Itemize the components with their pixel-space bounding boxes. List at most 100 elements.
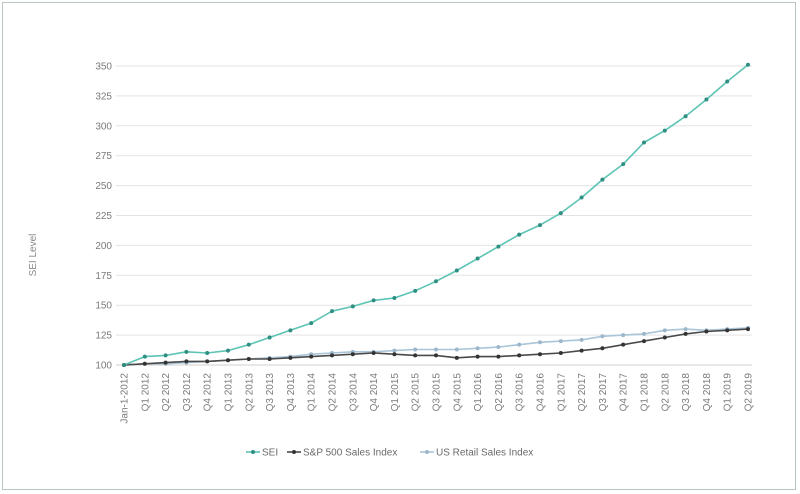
series-line-2 (123, 327, 749, 366)
y-tick-label: 325 (95, 91, 112, 102)
x-tick-label: Q3 2015 (432, 373, 443, 412)
x-tick-label: Q1 2018 (640, 373, 651, 412)
data-point (746, 62, 750, 67)
x-tick-label: Q2 2014 (328, 373, 339, 412)
y-tick-label: 350 (95, 62, 112, 73)
x-tick-label: Q2 2019 (744, 373, 755, 412)
x-tick-label: Q1 2019 (723, 373, 734, 412)
data-point (330, 353, 334, 358)
legend-label: US Retail Sales Index (436, 448, 533, 459)
legend-label: S&P 500 Sales Index (303, 448, 397, 459)
data-point (454, 347, 459, 352)
data-point (142, 361, 147, 366)
data-point (205, 359, 210, 364)
y-tick-label: 200 (95, 241, 112, 252)
data-point (288, 328, 293, 333)
x-tick-label: Q1 2013 (224, 373, 235, 412)
y-axis-label: SEI Level (28, 234, 39, 277)
y-tick-label: 175 (95, 271, 112, 282)
data-point (309, 354, 314, 359)
legend-swatch-marker (251, 450, 255, 454)
data-point (122, 363, 126, 367)
data-point (413, 347, 418, 352)
data-point (517, 342, 522, 347)
series-line-0 (123, 64, 749, 366)
data-point (434, 353, 438, 358)
y-tick-label: 300 (95, 121, 112, 132)
data-point (642, 339, 646, 344)
data-point (683, 327, 688, 332)
data-point (288, 355, 293, 360)
x-tick-label: Q4 2014 (369, 373, 380, 412)
data-point (309, 321, 314, 326)
data-point (330, 309, 334, 314)
data-point (454, 268, 459, 273)
data-point (600, 334, 605, 339)
data-point (662, 328, 667, 333)
data-point (163, 353, 168, 358)
data-point (350, 352, 355, 357)
x-tick-label: Q2 2017 (577, 373, 588, 412)
x-tick-label: Q1 2016 (473, 373, 484, 412)
y-tick-label: 250 (95, 181, 112, 192)
x-tick-label: Q4 2017 (619, 373, 630, 412)
x-tick-label: Q4 2016 (536, 373, 547, 412)
data-point (621, 342, 626, 347)
y-tick-label: 100 (95, 361, 112, 372)
data-point (142, 354, 147, 359)
data-point (746, 327, 750, 332)
data-point (226, 348, 230, 353)
data-point (517, 353, 522, 358)
data-point (434, 279, 438, 284)
data-point (704, 329, 709, 334)
data-point (725, 79, 730, 84)
x-tick-label: Q2 2012 (161, 373, 172, 412)
data-point (621, 333, 626, 338)
data-point (371, 298, 376, 303)
data-point (579, 337, 584, 342)
data-point (392, 348, 397, 353)
x-tick-label: Q3 2018 (681, 373, 692, 412)
x-tick-label: Q2 2016 (494, 373, 505, 412)
x-tick-label: Q3 2017 (598, 373, 609, 412)
data-point (538, 223, 542, 228)
data-point (267, 357, 272, 362)
data-point (475, 354, 480, 359)
data-point (538, 352, 542, 357)
data-point (683, 114, 688, 119)
data-point (558, 211, 563, 216)
data-point (662, 128, 667, 133)
x-tick-label: Jan-1-2012 (120, 373, 131, 424)
data-point (475, 256, 480, 261)
data-point (558, 351, 563, 356)
data-point (496, 354, 501, 359)
data-point (184, 349, 189, 354)
data-point (392, 352, 397, 357)
data-point (371, 351, 376, 356)
x-tick-label: Q1 2015 (390, 373, 401, 412)
data-point (517, 232, 522, 237)
data-point (267, 335, 272, 340)
data-point (205, 351, 210, 356)
data-point (642, 331, 646, 336)
data-point (704, 97, 709, 102)
data-point (475, 346, 480, 351)
data-point (413, 353, 418, 358)
data-point (454, 355, 459, 360)
data-point (392, 296, 397, 301)
data-point (662, 335, 667, 340)
data-point (496, 345, 501, 350)
x-tick-label: Q3 2014 (348, 373, 359, 412)
y-tick-label: 225 (95, 211, 112, 222)
data-point (538, 340, 542, 345)
y-tick-label: 150 (95, 301, 112, 312)
data-point (246, 342, 251, 347)
series-line-1 (123, 328, 749, 366)
data-point (246, 357, 251, 362)
data-point (600, 346, 605, 351)
x-tick-label: Q2 2015 (411, 373, 422, 412)
data-point (621, 162, 626, 167)
data-point (579, 348, 584, 353)
